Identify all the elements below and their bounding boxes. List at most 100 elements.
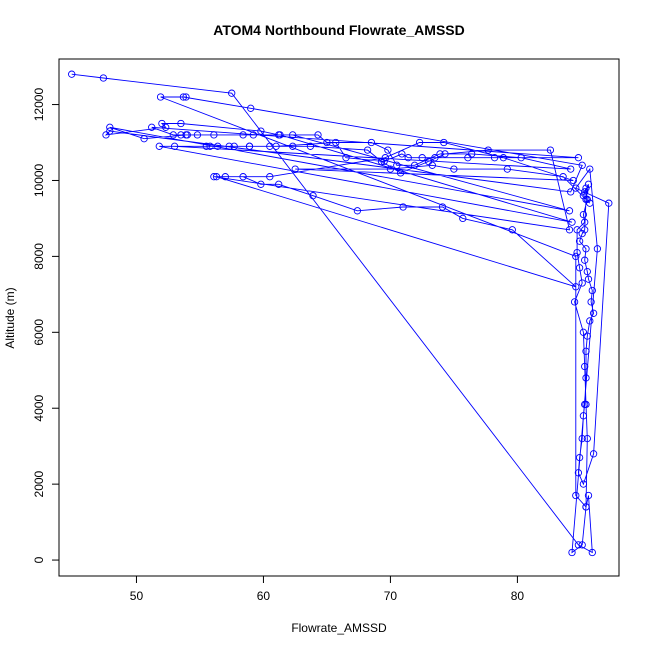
data-point <box>225 142 233 150</box>
data-point <box>582 195 590 204</box>
data-point <box>586 199 594 207</box>
data-point <box>508 226 516 234</box>
data-point <box>581 256 589 264</box>
data-point <box>140 135 148 143</box>
data-point <box>605 199 613 207</box>
data-point <box>106 127 114 135</box>
data-point <box>583 434 591 443</box>
data-point <box>182 93 190 101</box>
data-point <box>257 180 265 188</box>
x-tick-label: 50 <box>130 589 144 603</box>
data-point <box>415 138 424 147</box>
y-tick-label: 12000 <box>32 88 46 122</box>
data-point <box>578 434 586 443</box>
data-point <box>567 188 575 196</box>
data-point <box>589 450 598 458</box>
data-point <box>440 138 448 147</box>
data-point <box>579 480 588 488</box>
data-point <box>572 184 580 192</box>
data-point <box>582 503 590 511</box>
y-tick-label: 8000 <box>32 243 46 270</box>
data-point <box>581 226 589 234</box>
data-point <box>565 207 574 215</box>
data-point <box>587 298 595 306</box>
data-point <box>210 173 218 181</box>
data-point <box>404 154 412 162</box>
data-point <box>266 142 274 150</box>
data-point <box>170 142 179 150</box>
data-point <box>588 286 596 295</box>
data-point <box>573 248 581 257</box>
data-point <box>572 283 580 291</box>
data-point <box>306 142 315 150</box>
x-tick-label: 80 <box>511 589 525 603</box>
data-point <box>155 142 163 150</box>
data-point <box>559 173 567 181</box>
data-point <box>450 165 458 173</box>
y-tick-label: 10000 <box>32 163 46 197</box>
data-point <box>575 453 584 462</box>
data-point <box>418 154 426 162</box>
data-point <box>206 142 214 150</box>
data-point <box>581 362 589 371</box>
data-point <box>573 226 581 234</box>
data-point <box>276 131 284 139</box>
data-point <box>574 469 583 477</box>
data-point <box>377 157 386 166</box>
data-point <box>99 74 108 82</box>
data-point <box>579 412 588 420</box>
data-point <box>393 161 401 169</box>
data-point <box>221 173 229 181</box>
data-point <box>582 374 590 382</box>
data-point <box>431 154 439 162</box>
x-axis-label: Flowrate_AMSSD <box>291 621 387 635</box>
data-point <box>584 275 593 283</box>
data-point <box>468 150 476 158</box>
series-line <box>71 73 610 554</box>
y-tick-label: 2000 <box>32 470 46 497</box>
data-point <box>228 89 236 97</box>
data-point <box>214 142 222 150</box>
data-point <box>581 218 589 226</box>
data-point <box>169 131 177 139</box>
data-point <box>212 173 221 181</box>
data-point <box>582 184 590 192</box>
data-point <box>148 123 156 131</box>
data-point <box>156 93 165 101</box>
data-point <box>490 154 499 162</box>
data-point <box>569 176 577 185</box>
data-point <box>582 347 590 355</box>
data-point <box>428 161 436 169</box>
data-point <box>565 226 574 234</box>
data-point <box>396 169 405 177</box>
data-point <box>568 218 576 226</box>
y-axis: 0 2000 4000 6000 8000 10000 12000 <box>32 88 59 563</box>
data-point <box>106 123 114 131</box>
data-point <box>247 104 255 112</box>
data-point <box>179 93 188 101</box>
data-point <box>583 332 591 340</box>
data-point <box>177 119 185 128</box>
data-point <box>578 229 586 238</box>
data-point <box>332 138 340 147</box>
data-point <box>239 131 247 139</box>
data-point <box>363 146 372 154</box>
data-point <box>380 157 388 166</box>
data-point <box>249 131 257 139</box>
data-point <box>579 328 588 336</box>
data-point <box>68 70 76 78</box>
plot-frame <box>58 58 620 577</box>
data-point <box>424 157 433 166</box>
data-point <box>584 491 593 500</box>
y-tick-label: 0 <box>32 556 46 563</box>
data-point <box>210 131 218 139</box>
data-point <box>464 154 472 162</box>
data-point <box>353 207 362 215</box>
data-point <box>572 252 580 261</box>
chart-title: ATOM4 Northbound Flowrate_AMSSD <box>213 22 464 38</box>
data-point <box>289 131 297 139</box>
data-point <box>342 154 350 162</box>
x-axis: 50 60 70 80 <box>130 576 525 603</box>
data-point <box>367 138 376 147</box>
